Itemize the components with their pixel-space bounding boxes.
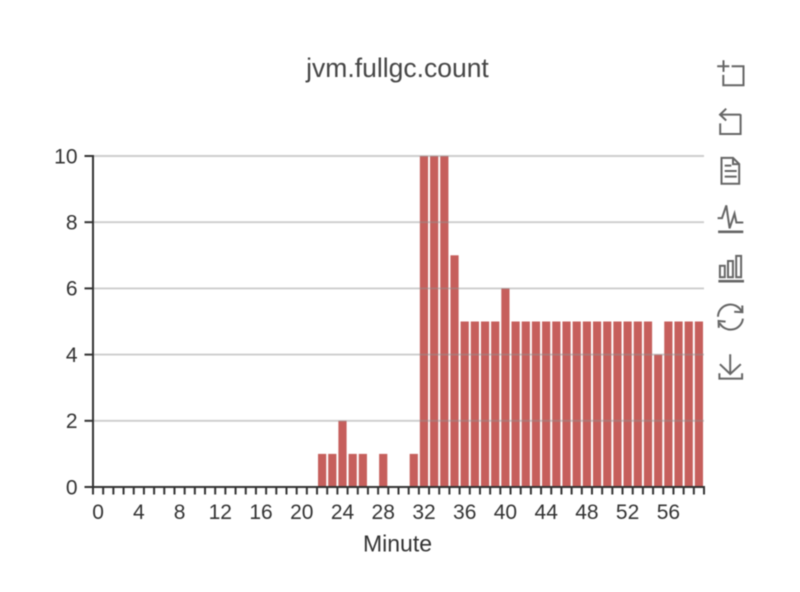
svg-text:44: 44	[535, 501, 559, 524]
svg-text:Minute: Minute	[363, 531, 432, 557]
svg-text:4: 4	[133, 501, 145, 524]
svg-text:56: 56	[657, 501, 680, 524]
svg-text:0: 0	[66, 476, 78, 499]
svg-text:48: 48	[575, 501, 598, 524]
svg-text:52: 52	[616, 501, 639, 524]
svg-text:2: 2	[66, 410, 78, 433]
svg-text:12: 12	[209, 501, 232, 524]
svg-text:28: 28	[372, 501, 395, 524]
svg-text:24: 24	[331, 501, 355, 524]
svg-text:10: 10	[54, 145, 77, 168]
svg-text:8: 8	[66, 212, 78, 235]
svg-text:4: 4	[66, 344, 78, 367]
svg-text:jvm.fullgc.count: jvm.fullgc.count	[305, 53, 489, 83]
svg-text:8: 8	[174, 501, 186, 524]
svg-text:6: 6	[66, 278, 78, 301]
svg-text:20: 20	[290, 501, 313, 524]
svg-text:0: 0	[92, 501, 104, 524]
svg-text:32: 32	[412, 501, 435, 524]
svg-text:36: 36	[453, 501, 476, 524]
svg-text:40: 40	[494, 501, 517, 524]
svg-text:16: 16	[249, 501, 272, 524]
